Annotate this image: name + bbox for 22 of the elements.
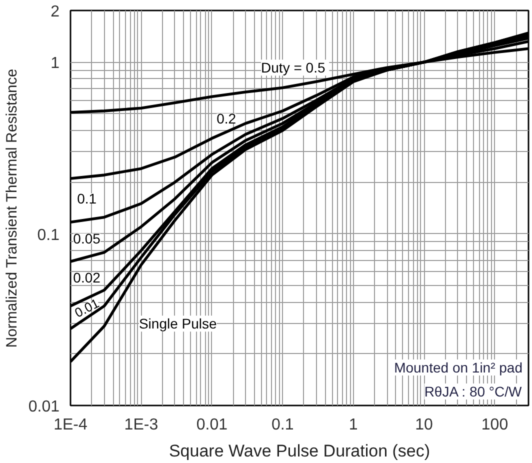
y-tick-label: 2 <box>50 4 60 20</box>
series-label: 0.02 <box>73 270 101 286</box>
series-label: 0.05 <box>73 230 101 246</box>
x-tick-label: 0.01 <box>196 416 228 434</box>
x-tick-label: 1E-4 <box>54 416 88 434</box>
y-axis-title: Normalized Transient Thermal Resistance <box>3 68 20 348</box>
series-label: Single Pulse <box>138 316 217 332</box>
x-tick-label: 0.1 <box>272 416 294 434</box>
x-tick-label: 10 <box>415 416 434 434</box>
series-label: 0.2 <box>216 110 236 126</box>
annotation: Mounted on 1in² pad <box>394 360 523 376</box>
x-tick-label: 1E-3 <box>124 416 158 434</box>
x-axis-title: Square Wave Pulse Duration (sec) <box>168 442 430 460</box>
y-tick-label: 1 <box>50 55 60 72</box>
annotation: RθJA : 80 °C/W <box>424 384 523 400</box>
text: 0.01 <box>72 296 102 320</box>
series-label: 0.1 <box>77 190 97 206</box>
x-tick-label: 1 <box>348 416 358 434</box>
series-label: Duty = 0.5 <box>261 60 326 76</box>
y-tick-label: 0.01 <box>28 398 60 416</box>
y-tick-label: 0.1 <box>37 226 60 244</box>
x-tick-label: 100 <box>481 416 508 434</box>
